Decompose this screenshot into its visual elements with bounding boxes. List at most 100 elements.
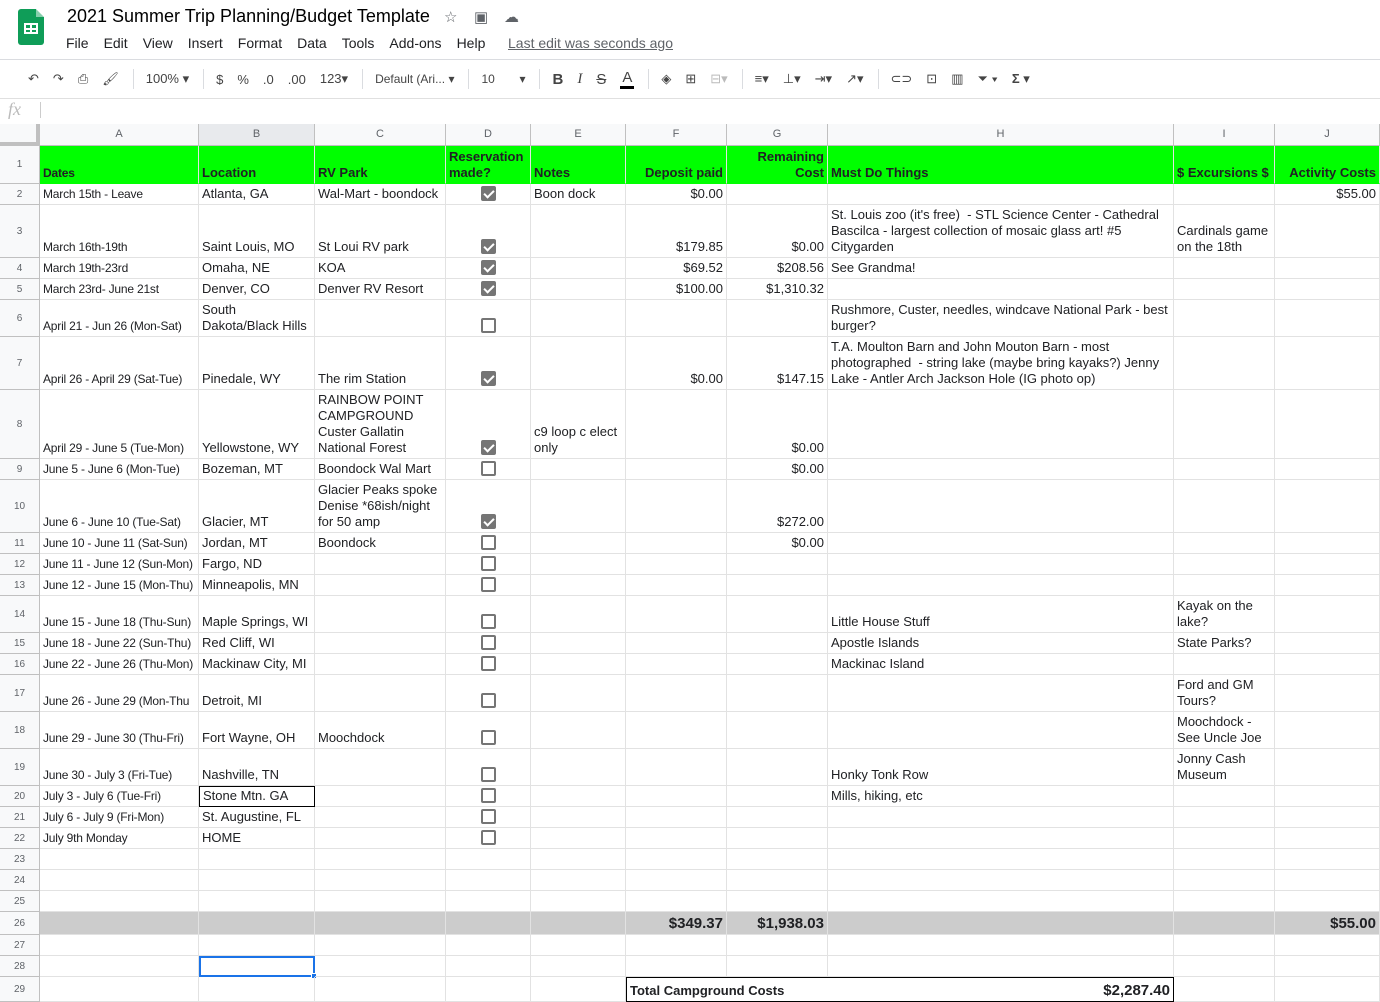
cell-f24[interactable] [626,870,727,891]
column-header-e[interactable]: E [531,124,626,146]
cell-f18[interactable] [626,712,727,749]
cell-b28[interactable] [199,956,317,979]
document-title[interactable]: 2021 Summer Trip Planning/Budget Templat… [67,6,430,26]
cell-j27[interactable] [1275,935,1380,956]
cell-d3[interactable] [446,205,531,258]
cell-i14[interactable]: Kayak on the lake? [1174,596,1275,633]
font-size-select[interactable]: 10 ▾ [481,72,526,86]
cell-h24[interactable] [828,870,1174,891]
cell-i25[interactable] [1174,891,1275,912]
column-header-c[interactable]: C [315,124,446,146]
cell-g1[interactable]: Remaining Cost [727,146,828,184]
cell-i12[interactable] [1174,554,1275,575]
cell-a23[interactable] [40,849,199,870]
cell-e24[interactable] [531,870,626,891]
row-header-22[interactable]: 22 [0,828,40,849]
cell-i29[interactable] [1174,977,1275,1002]
row-header-26[interactable]: 26 [0,912,40,935]
cell-b8[interactable]: Yellowstone, WY [199,390,315,459]
cell-a14[interactable]: June 15 - June 18 (Thu-Sun) [40,596,199,633]
cell-j24[interactable] [1275,870,1380,891]
cell-i16[interactable] [1174,654,1275,675]
cell-h15[interactable]: Apostle Islands [828,633,1174,654]
cell-a2[interactable]: March 15th - Leave [40,184,199,205]
cell-a28[interactable] [40,956,199,977]
cell-i26[interactable] [1174,912,1275,935]
cell-i22[interactable] [1174,828,1275,849]
cell-f9[interactable] [626,459,727,480]
reservation-checkbox[interactable] [480,239,496,254]
cell-c18[interactable]: Moochdock [315,712,446,749]
horizontal-align-icon[interactable]: ≡▾ [754,71,769,86]
reservation-checkbox[interactable] [480,514,496,529]
cell-c17[interactable] [315,675,446,712]
cell-h23[interactable] [828,849,1174,870]
cell-d21[interactable] [446,807,531,828]
formula-input[interactable] [48,100,1368,120]
cell-b3[interactable]: Saint Louis, MO [199,205,315,258]
cell-f7[interactable]: $0.00 [626,337,727,390]
row-header-29[interactable]: 29 [0,977,40,1002]
cell-e19[interactable] [531,749,626,786]
cell-d11[interactable] [446,533,531,554]
cell-b10[interactable]: Glacier, MT [199,480,315,533]
merge-cells-icon[interactable]: ⊟▾ [710,71,728,86]
cell-b7[interactable]: Pinedale, WY [199,337,315,390]
cell-a8[interactable]: April 29 - June 5 (Tue-Mon) [40,390,199,459]
cell-e2[interactable]: Boon dock [531,184,626,205]
cell-h4[interactable]: See Grandma! [828,258,1174,279]
cell-e29[interactable] [531,977,626,1002]
cell-f3[interactable]: $179.85 [626,205,727,258]
cell-g8[interactable]: $0.00 [727,390,828,459]
cell-j28[interactable] [1275,956,1380,977]
cell-e3[interactable] [531,205,626,258]
cell-g10[interactable]: $272.00 [727,480,828,533]
cell-b21[interactable]: St. Augustine, FL [199,807,315,828]
cell-g17[interactable] [727,675,828,712]
cell-g11[interactable]: $0.00 [727,533,828,554]
cell-g13[interactable] [727,575,828,596]
cell-g20[interactable] [727,786,828,807]
row-header-11[interactable]: 11 [0,533,40,554]
cell-b22[interactable]: HOME [199,828,315,849]
column-header-g[interactable]: G [727,124,828,146]
cell-g2[interactable] [727,184,828,205]
bold-button[interactable]: B [552,70,564,88]
cell-j6[interactable] [1275,300,1380,337]
cell-h6[interactable]: Rushmore, Custer, needles, windcave Nati… [828,300,1174,337]
cell-f17[interactable] [626,675,727,712]
cell-f1[interactable]: Deposit paid [626,146,727,184]
row-header-8[interactable]: 8 [0,390,40,459]
cell-f19[interactable] [626,749,727,786]
cell-b15[interactable]: Red Cliff, WI [199,633,315,654]
cell-d9[interactable] [446,459,531,480]
font-select[interactable]: Default (Ari... ▾ [375,72,455,86]
reservation-checkbox[interactable] [480,809,496,824]
cell-d26[interactable] [446,912,531,935]
cell-g5[interactable]: $1,310.32 [727,279,828,300]
column-header-b[interactable]: B [199,124,315,146]
cell-a16[interactable]: June 22 - June 26 (Thu-Mon) [40,654,199,675]
row-header-2[interactable]: 2 [0,184,40,205]
cell-a29[interactable] [40,977,199,1002]
row-header-1[interactable]: 1 [0,146,40,184]
cell-a12[interactable]: June 11 - June 12 (Sun-Mon) [40,554,199,575]
cell-g12[interactable] [727,554,828,575]
cell-j1[interactable]: Activity Costs [1275,146,1380,184]
cell-d13[interactable] [446,575,531,596]
cell-d18[interactable] [446,712,531,749]
cell-j3[interactable] [1275,205,1380,258]
menu-help[interactable]: Help [456,35,486,51]
cell-e20[interactable] [531,786,626,807]
cell-c10[interactable]: Glacier Peaks spoke Denise *68ish/night … [315,480,446,533]
decrease-decimal-button[interactable]: .0 [262,71,274,87]
cell-g23[interactable] [727,849,828,870]
cell-e25[interactable] [531,891,626,912]
cell-d22[interactable] [446,828,531,849]
cell-h17[interactable] [828,675,1174,712]
cell-j19[interactable] [1275,749,1380,786]
cell-d20[interactable] [446,786,531,807]
cell-c21[interactable] [315,807,446,828]
cell-j16[interactable] [1275,654,1380,675]
cell-c28[interactable] [315,956,446,977]
